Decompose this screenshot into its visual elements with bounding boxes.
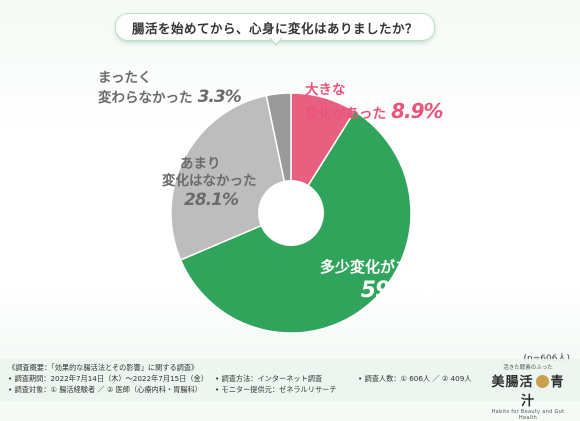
survey-target: • 調査対象：① 腸活経験者 ／ ② 医師（心療内科・胃腸科） (8, 385, 202, 394)
brand-subtitle: Habits for Beauty and Gut Health (491, 409, 565, 421)
pie-chart (170, 92, 412, 334)
slice-label-text: あまり (180, 156, 221, 172)
brand-tagline: 活きた酵素のふった (503, 365, 553, 371)
survey-count: • 調査人数：① 606人 ／ ② 409人 (358, 374, 472, 383)
brand-name-left: 美腸活 (491, 375, 534, 390)
slice-label-text: 変わらなかった (98, 89, 193, 106)
title-pointer-inner (270, 37, 282, 44)
slice-value: 28.1% (184, 189, 239, 210)
survey-overview: 《調査概要：「効果的な腸活法とその影響」に関する調査》 (8, 363, 199, 372)
donut-hole (258, 180, 324, 246)
slice-label-text: まったく (98, 70, 152, 86)
chart-title-box: 腸活を始めてから、心身に変化はありましたか？ (115, 13, 435, 41)
slice-label-text: 変化があった (305, 105, 386, 122)
slice-label-no-change: まったく 変わらなかった 3.3% (98, 70, 242, 108)
slice-label-text: 多少変化があった (320, 258, 441, 276)
slice-label-text: 大きな (305, 82, 346, 98)
slice-value: 8.9% (391, 98, 443, 123)
slice-label-some-change: 多少変化があった 59.7% (320, 258, 440, 304)
slice-label-little-change: あまり 変化はなかった 28.1% (162, 156, 257, 211)
survey-monitor: • モニター提供元：ゼネラルリサーチ (215, 385, 337, 394)
survey-period: • 調査期間：2022年7月14日（木）〜2022年7月15日（金） (8, 374, 208, 383)
slice-label-text: 変化はなかった (162, 172, 257, 189)
slice-label-big-change: 大きな 変化があった 8.9% (305, 82, 444, 124)
slice-value: 3.3% (197, 86, 242, 107)
brand-seal-icon (535, 375, 549, 388)
chart-title: 腸活を始めてから、心身に変化はありましたか？ (131, 20, 418, 36)
slice-value: 59.7% (360, 277, 433, 303)
survey-footer: 《調査概要：「効果的な腸活法とその影響」に関する調査》 • 調査期間：2022年… (0, 359, 580, 401)
brand-logo: 活きた酵素のふった 美腸活 青汁 Habits for Beauty and Gu… (486, 363, 570, 421)
survey-method: • 調査方法：インターネット調査 (215, 374, 323, 383)
